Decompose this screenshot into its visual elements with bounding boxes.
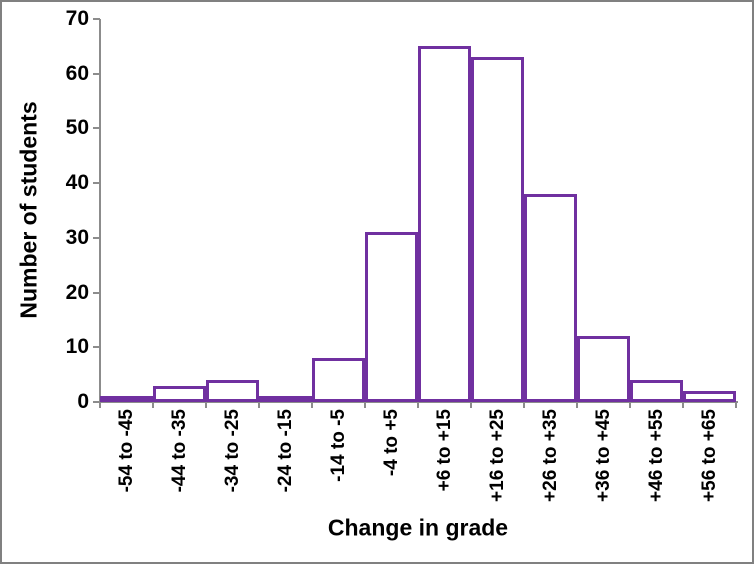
y-tick-label: 40 [65, 171, 89, 195]
x-tick [311, 402, 313, 408]
x-tick-label: -14 to -5 [327, 409, 349, 482]
y-tick [93, 127, 100, 130]
x-tick [682, 402, 684, 408]
x-label-cell: +16 to +25 [471, 409, 524, 519]
x-tick [629, 402, 631, 408]
x-tick-label: +56 to +65 [698, 409, 720, 502]
bar [259, 396, 312, 402]
bar [683, 391, 736, 402]
x-label-cell: +26 to +35 [524, 409, 577, 519]
x-label-cell: +36 to +45 [577, 409, 630, 519]
x-axis-title: Change in grade [327, 514, 509, 541]
x-tick-label: +46 to +55 [645, 409, 667, 502]
bar [418, 46, 471, 402]
bar [630, 380, 683, 402]
bar [365, 232, 418, 402]
x-tick-label: -54 to -45 [115, 409, 137, 493]
x-label-cell: -4 to +5 [365, 409, 418, 519]
y-tick [93, 401, 100, 403]
x-tick [417, 402, 419, 408]
x-tick-label: -34 to -25 [221, 409, 243, 493]
y-tick-label: 60 [65, 61, 89, 85]
y-tick-label: 70 [65, 7, 89, 30]
x-tick-label: +26 to +35 [539, 409, 561, 502]
x-tick-labels-layer: -54 to -45 -44 to -35 -34 to -25 -24 to -15… [100, 409, 736, 519]
x-label-cell: -34 to -25 [206, 409, 259, 519]
bar [471, 57, 524, 402]
x-tick [364, 402, 366, 408]
x-tick [152, 402, 154, 408]
bar [206, 380, 259, 402]
x-tick [99, 402, 101, 408]
y-tick [93, 291, 100, 294]
y-tick [93, 346, 100, 349]
x-label-cell: -54 to -45 [100, 409, 153, 519]
y-tick [93, 236, 100, 239]
x-label-cell: -44 to -35 [153, 409, 206, 519]
x-label-cell: +46 to +55 [630, 409, 683, 519]
y-tick-label: 0 [77, 390, 89, 413]
x-tick [523, 402, 525, 408]
x-tick [205, 402, 207, 408]
x-label-cell: -14 to -5 [312, 409, 365, 519]
bar [577, 336, 630, 402]
bar [312, 358, 365, 402]
y-tick [93, 72, 100, 75]
x-tick [258, 402, 260, 408]
x-tick-label: +16 to +25 [486, 409, 508, 502]
y-axis-line [99, 19, 101, 404]
x-tick [470, 402, 472, 408]
y-tick [93, 182, 100, 185]
y-tick [93, 18, 100, 20]
y-tick-label: 10 [65, 335, 89, 359]
x-tick-label: -4 to +5 [380, 409, 402, 477]
bar [100, 396, 153, 402]
x-label-cell: +56 to +65 [683, 409, 736, 519]
bar [524, 194, 577, 402]
y-tick-label: 20 [65, 280, 89, 304]
x-tick-label: +36 to +45 [592, 409, 614, 502]
y-tick-label: 50 [65, 116, 89, 140]
x-label-cell: +6 to +15 [418, 409, 471, 519]
x-tick [576, 402, 578, 408]
x-tick-label: -44 to -35 [168, 409, 190, 493]
x-tick [735, 402, 737, 408]
x-tick-label: -24 to -15 [274, 409, 296, 493]
y-tick-label: 30 [65, 225, 89, 249]
bar [153, 385, 206, 402]
x-label-cell: -24 to -15 [259, 409, 312, 519]
x-tick-label: +6 to +15 [433, 409, 455, 492]
bars-layer [100, 19, 736, 402]
